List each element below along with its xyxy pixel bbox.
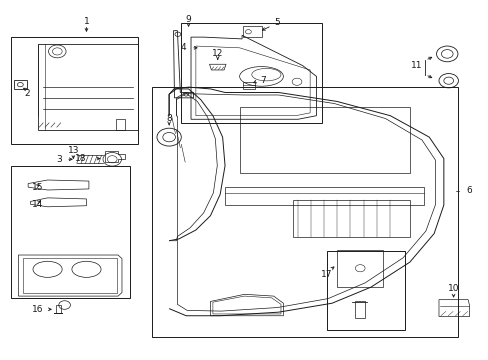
Bar — [11, 166, 130, 298]
Bar — [56, 305, 61, 313]
Bar — [11, 37, 137, 144]
Bar — [243, 82, 255, 89]
Text: 9: 9 — [185, 15, 191, 24]
Bar — [354, 301, 364, 318]
Text: 1: 1 — [83, 17, 89, 26]
Bar — [152, 87, 458, 337]
Text: 15: 15 — [32, 183, 43, 192]
Bar — [336, 249, 382, 287]
Text: 4: 4 — [181, 43, 186, 52]
Bar — [242, 26, 262, 37]
Text: 13: 13 — [67, 146, 79, 155]
Text: 10: 10 — [447, 284, 458, 293]
Text: 7: 7 — [260, 76, 265, 85]
Text: 17: 17 — [321, 270, 332, 279]
Text: 11: 11 — [410, 61, 422, 70]
Bar — [239, 107, 409, 173]
Text: 6: 6 — [465, 186, 471, 195]
Bar — [326, 251, 404, 330]
Bar — [14, 80, 27, 89]
Text: 3: 3 — [56, 155, 61, 164]
Bar — [181, 23, 322, 123]
Text: 16: 16 — [32, 305, 43, 314]
Text: 14: 14 — [32, 200, 43, 209]
Text: 8: 8 — [166, 114, 172, 123]
Text: 5: 5 — [274, 18, 279, 27]
Text: 12: 12 — [212, 49, 223, 58]
Bar — [292, 200, 409, 237]
Text: 18: 18 — [75, 154, 86, 163]
Text: 2: 2 — [24, 89, 29, 98]
